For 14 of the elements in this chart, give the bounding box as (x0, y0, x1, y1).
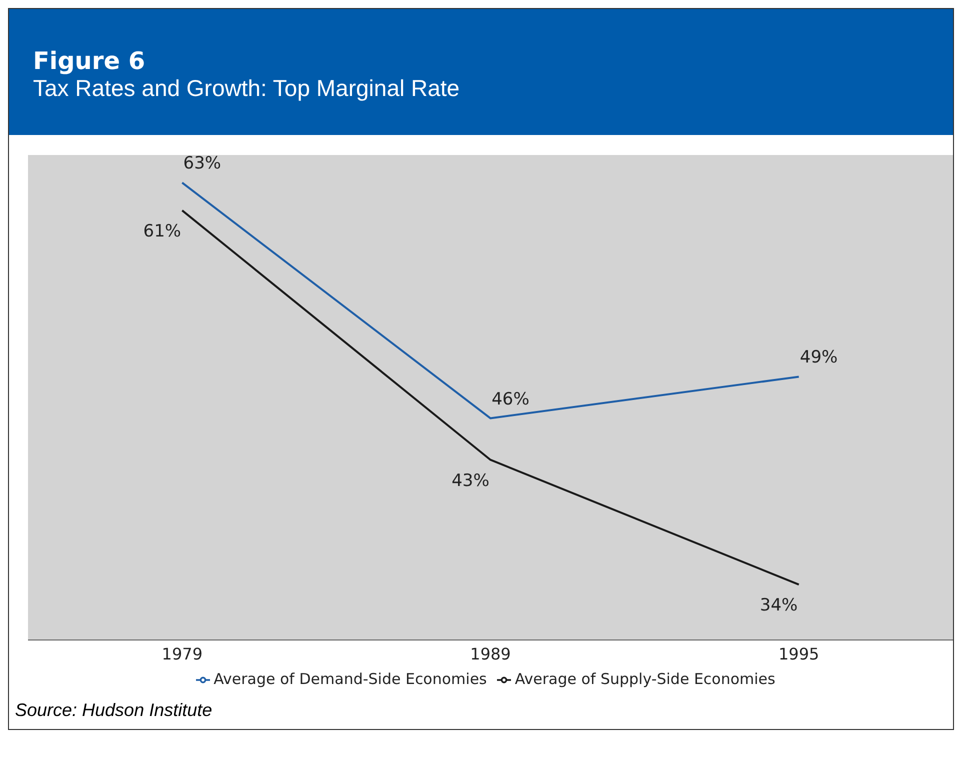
legend-label: Average of Demand-Side Economies (214, 670, 487, 688)
source-note: Source: Hudson Institute (15, 700, 214, 721)
data-label: 61% (143, 221, 182, 242)
data-label: 63% (183, 154, 222, 174)
chart-subtitle: Tax Rates and Growth: Top Marginal Rate (33, 75, 461, 102)
x-tick-label: 1995 (778, 644, 820, 664)
data-label: 34% (760, 596, 798, 616)
data-label: 49% (800, 348, 838, 368)
chart-title: Figure 6 (33, 47, 146, 75)
x-tick-label: 1979 (162, 644, 203, 664)
data-label: 43% (452, 470, 490, 491)
x-tick-label: 1989 (470, 644, 511, 664)
data-label: 46% (492, 389, 530, 410)
legend-label: Average of Supply-Side Economies (514, 670, 776, 688)
